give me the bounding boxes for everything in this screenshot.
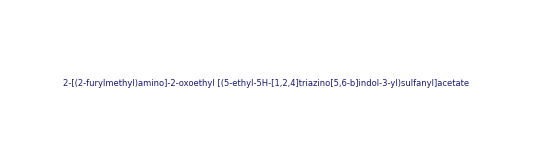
Text: 2-[(2-furylmethyl)amino]-2-oxoethyl [(5-ethyl-5H-[1,2,4]triazino[5,6-b]indol-3-y: 2-[(2-furylmethyl)amino]-2-oxoethyl [(5-… — [63, 79, 469, 87]
